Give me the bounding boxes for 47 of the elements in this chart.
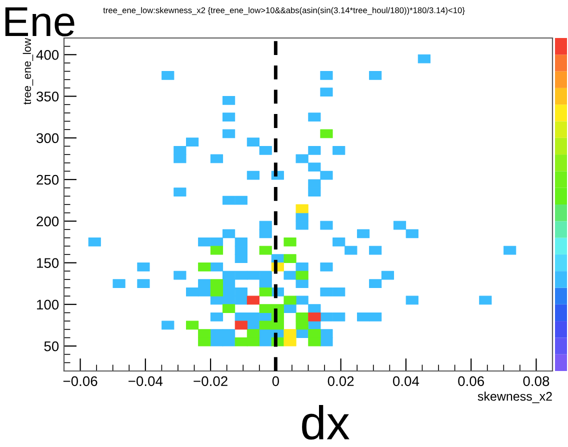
x-tick-label: −0.06: [63, 376, 98, 386]
x-tick-label: 0: [272, 376, 280, 386]
point: [320, 129, 333, 138]
point: [259, 246, 272, 255]
x-tick-label: 0.08: [523, 376, 550, 386]
point: [198, 262, 211, 272]
y-axis-title: tree_ene_low: [22, 38, 34, 105]
point: [296, 312, 308, 322]
chart-title: tree_ene_low:skewness_x2 {tree_ene_low>10&&abs(asin(sin(3.14*tree_houl/180))*180/3.14)<10}: [103, 7, 465, 15]
point: [308, 337, 321, 346]
y-tick-label: 250: [36, 174, 59, 185]
text: Ene: [5, 7, 74, 36]
x-tick-label: −0.04: [128, 376, 163, 386]
point: [234, 320, 248, 330]
point: [259, 320, 272, 330]
text: dx: [302, 404, 350, 440]
point: [210, 287, 224, 296]
point: [296, 204, 308, 214]
y-tick-label: 100: [37, 300, 59, 310]
x-axis-title: skewness_x2: [478, 392, 552, 404]
point: [210, 279, 224, 288]
point: [198, 337, 211, 346]
y-tick-label: 150: [37, 258, 59, 268]
point: [296, 270, 308, 280]
point: [259, 304, 272, 314]
point: [222, 304, 236, 314]
point: [259, 287, 272, 296]
x-tick-label: 0.04: [392, 376, 420, 386]
point: [308, 312, 321, 322]
point: [210, 246, 224, 255]
y-tick-label: 50: [44, 341, 59, 352]
point: [271, 320, 284, 330]
x-tick-label: −0.02: [194, 376, 228, 386]
y-tick-label: 300: [36, 133, 59, 144]
point: [284, 254, 296, 264]
point: [284, 337, 296, 346]
y-tick-label: 350: [36, 92, 59, 102]
point: [246, 337, 260, 346]
y-tick-label: 200: [36, 216, 59, 226]
point: [296, 320, 308, 330]
point: [246, 296, 260, 305]
point: [186, 320, 199, 330]
x-tick-label: 0.06: [458, 376, 484, 386]
x-tick-label: 0.02: [328, 376, 354, 386]
y-tick-label: 400: [36, 50, 59, 60]
point: [234, 337, 248, 346]
point: [284, 296, 296, 305]
